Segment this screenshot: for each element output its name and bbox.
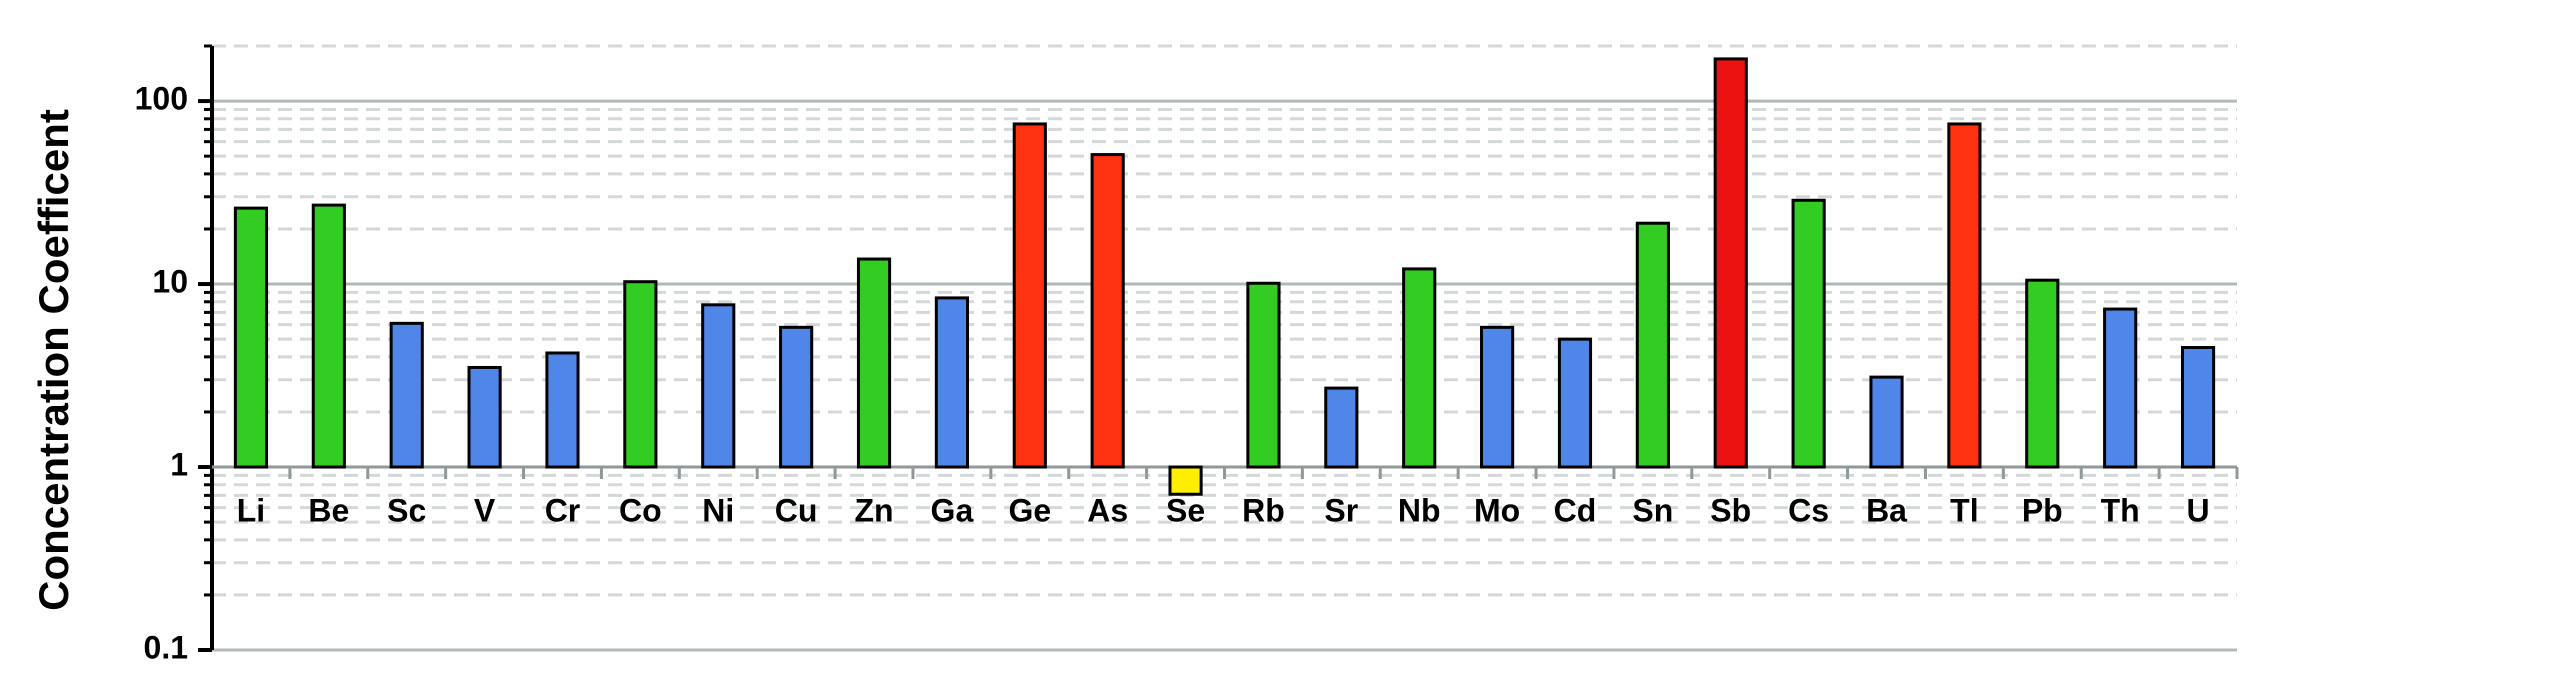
x-tick-label: Ni — [702, 492, 734, 528]
bar — [1324, 386, 1359, 469]
bar — [1947, 122, 1982, 469]
bar — [1090, 153, 1125, 469]
x-tick-label: Ga — [931, 492, 974, 528]
bar — [1635, 221, 1670, 469]
x-tick-label: U — [2187, 492, 2210, 528]
bar — [2025, 278, 2060, 469]
bar — [1480, 325, 1515, 469]
bar — [233, 206, 269, 469]
x-tick-label: Ba — [1866, 492, 1907, 528]
x-tick-label: Sr — [1324, 492, 1358, 528]
bar — [1869, 375, 1904, 469]
bar — [701, 303, 736, 469]
x-tick-label: Sb — [1710, 492, 1751, 528]
x-tick-label: Tl — [1950, 492, 1978, 528]
x-tick-label: Cr — [545, 492, 581, 528]
x-tick-label: Zn — [854, 492, 893, 528]
x-tick-label: Be — [308, 492, 349, 528]
x-tick-label: Mo — [1474, 492, 1520, 528]
x-tick-label: V — [474, 492, 496, 528]
x-tick-label: Sc — [387, 492, 426, 528]
x-tick-label: Li — [237, 492, 265, 528]
bar — [1012, 122, 1047, 469]
bar — [1557, 337, 1593, 469]
y-tick-label: 100 — [135, 81, 188, 117]
x-tick-label: Th — [2101, 492, 2140, 528]
y-tick-label: 10 — [152, 264, 188, 300]
bar — [779, 325, 814, 469]
bar — [1168, 465, 1203, 496]
bar — [856, 257, 892, 469]
y-axis-label: Concentration Coefficent — [30, 109, 77, 611]
x-tick-label: Pb — [2022, 492, 2063, 528]
x-tick-label: Cu — [775, 492, 818, 528]
x-tick-label: Sn — [1632, 492, 1673, 528]
bar — [1713, 57, 1748, 469]
bar — [311, 203, 346, 469]
bar — [934, 296, 969, 469]
bar — [2103, 307, 2138, 469]
x-tick-label: Co — [619, 492, 662, 528]
y-tick-label: 0.1 — [144, 629, 188, 665]
x-tick-label: Rb — [1242, 492, 1285, 528]
x-tick-label: As — [1087, 492, 1128, 528]
bar — [1791, 198, 1826, 469]
bar — [1246, 281, 1281, 469]
x-tick-label: Se — [1166, 492, 1205, 528]
bar — [545, 351, 580, 469]
bar — [623, 280, 658, 469]
x-tick-label: Ge — [1008, 492, 1051, 528]
bar — [467, 365, 502, 469]
y-tick-label: 1 — [170, 446, 188, 482]
bar — [2180, 346, 2216, 469]
x-tick-label: Cs — [1788, 492, 1829, 528]
x-tick-label: Cd — [1554, 492, 1597, 528]
x-tick-label: Nb — [1398, 492, 1441, 528]
bar — [1402, 267, 1437, 469]
bar — [389, 321, 424, 469]
